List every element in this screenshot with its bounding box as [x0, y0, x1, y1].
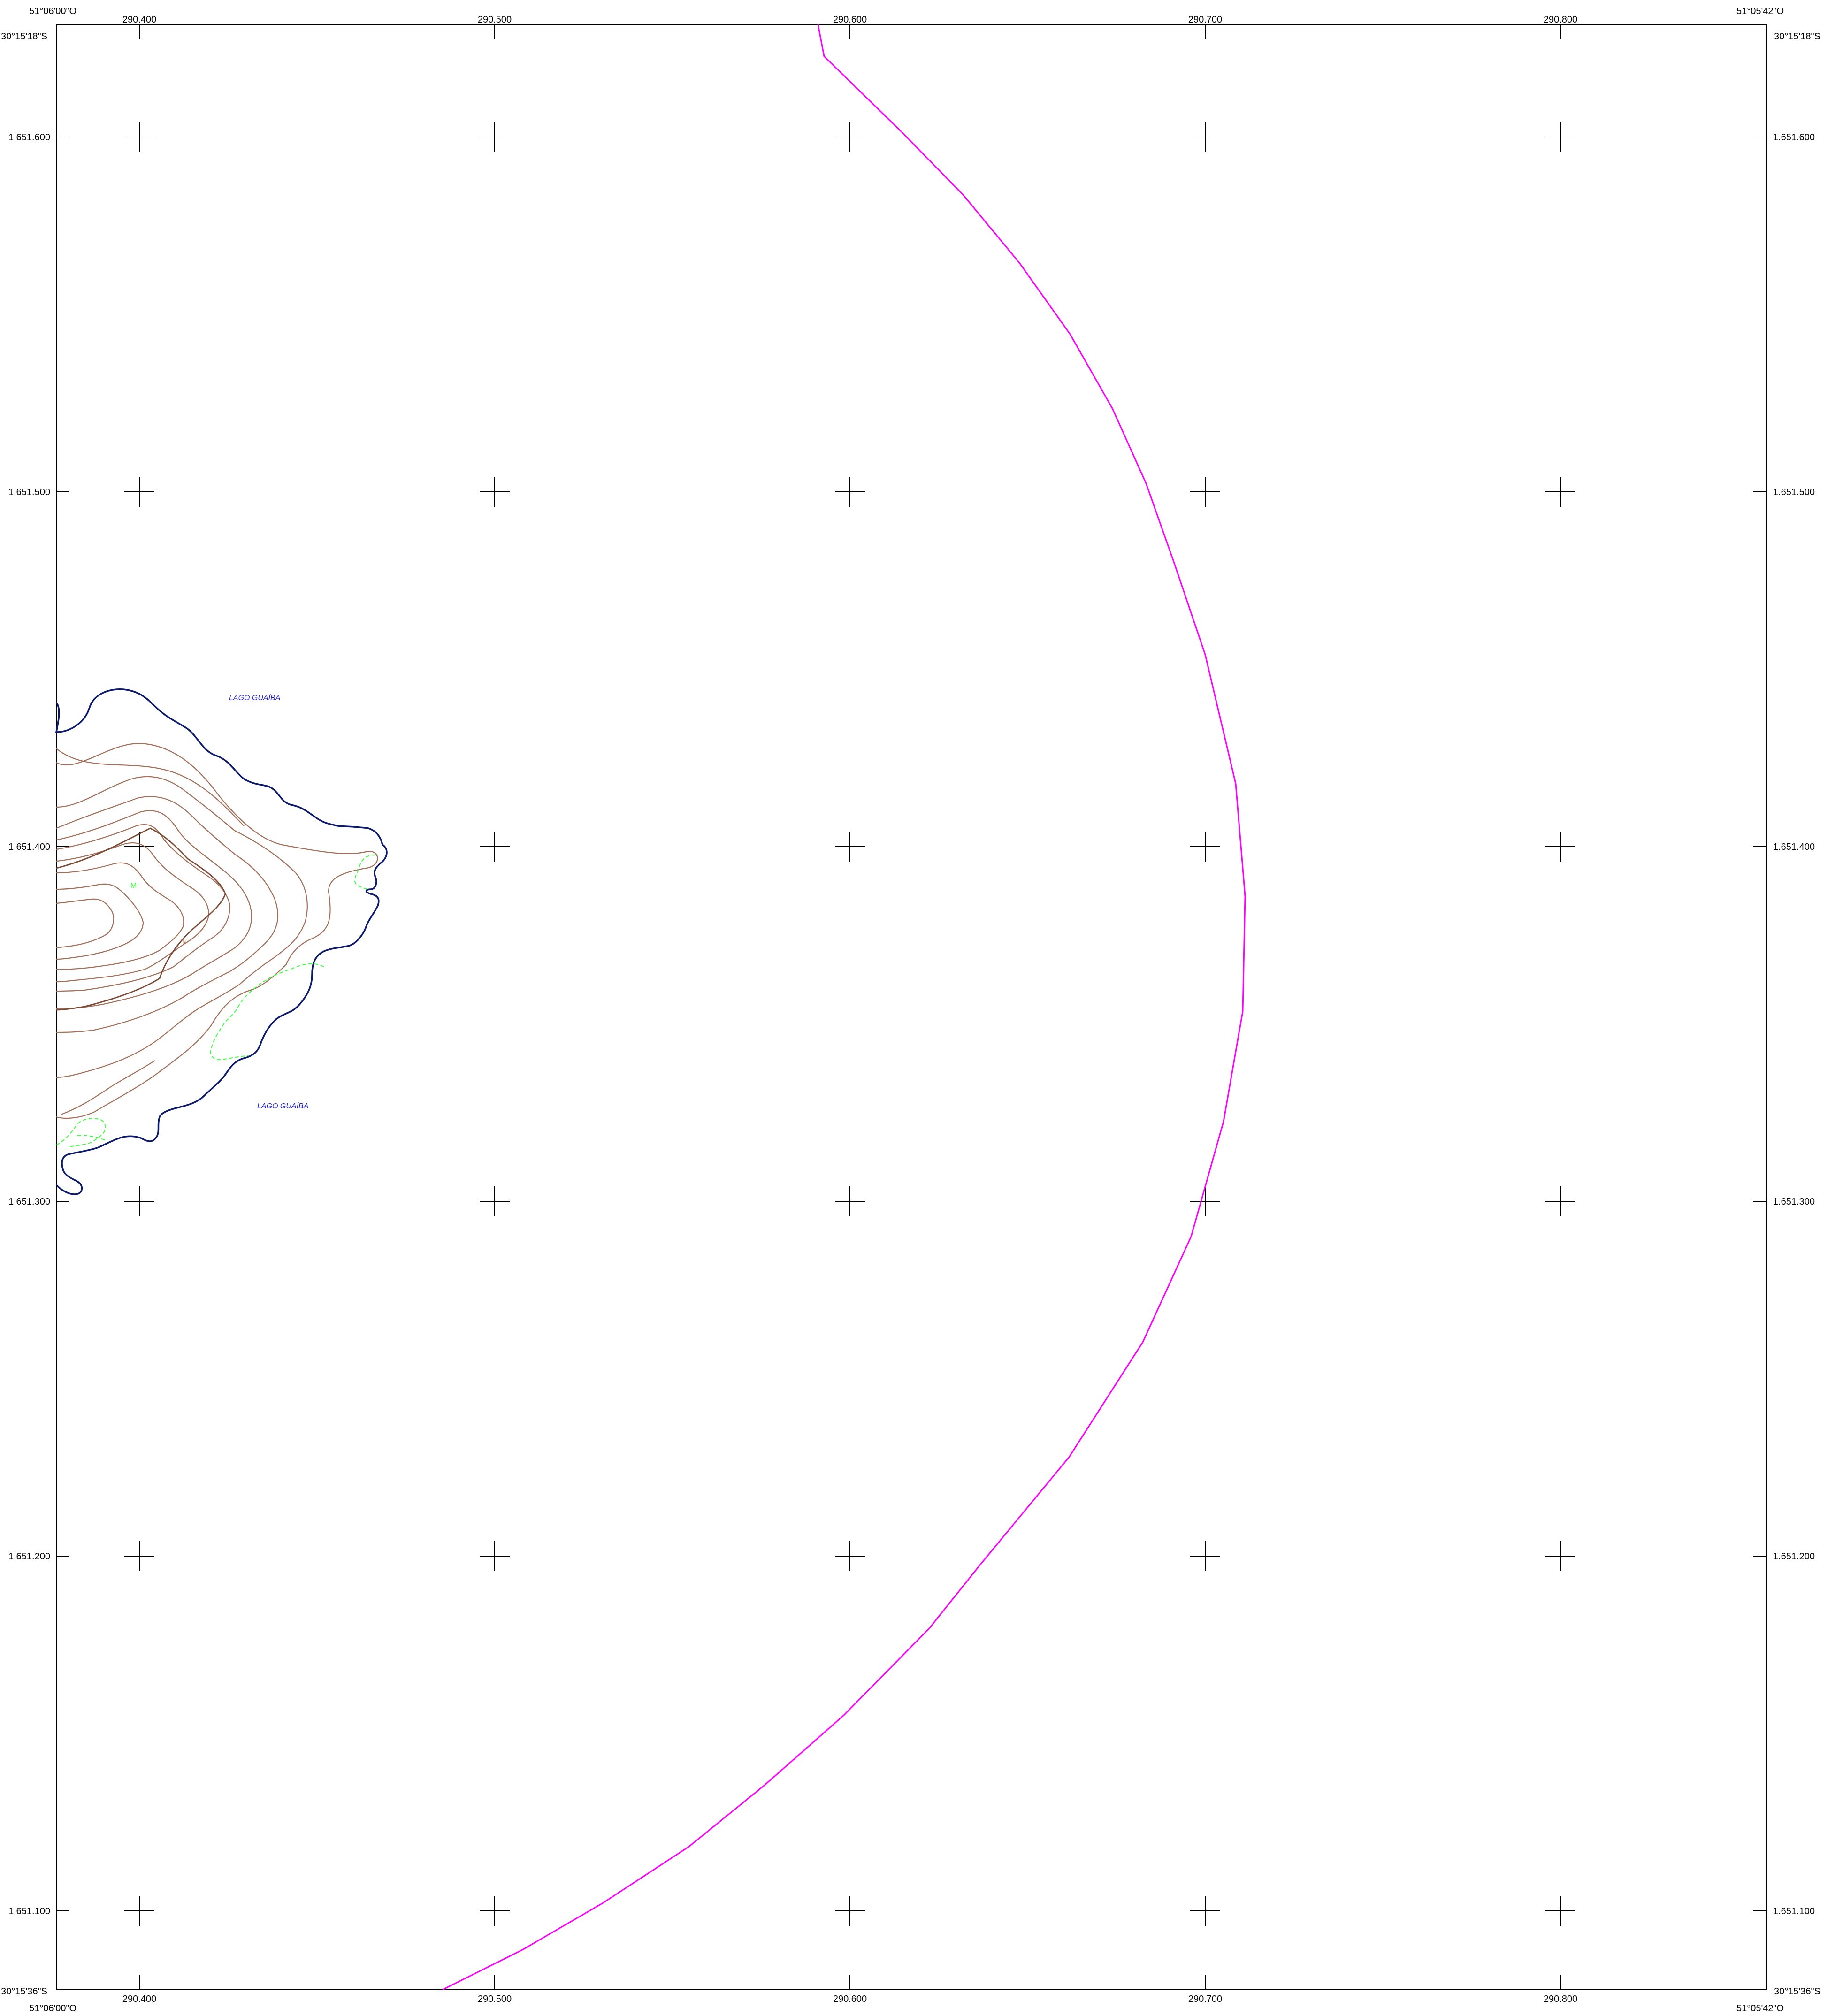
map-frame: [56, 24, 1767, 1990]
corner-bottom-left-longitude: 51°06'00"O: [29, 2003, 76, 2014]
grid-cross: [480, 1541, 510, 1571]
contour-line: [61, 1060, 155, 1115]
grid-cross: [480, 1186, 510, 1216]
grid-cross: [835, 1541, 865, 1571]
easting-label: 290.500: [478, 15, 512, 25]
contour-line: [56, 776, 308, 1078]
contour-mark: N: [182, 938, 187, 946]
grid-cross: [1190, 122, 1220, 152]
grid-cross: [1545, 1541, 1575, 1571]
contour-line: [56, 883, 144, 960]
vegetation-line: [354, 855, 376, 890]
contour-line: [56, 898, 114, 948]
northing-label: 1.651.100: [1773, 1906, 1815, 1917]
corner-bottom-right-latitude: 30°15'36"S: [1774, 1986, 1820, 1997]
grid-cross: [1545, 477, 1575, 507]
contour-line: [56, 796, 279, 1033]
grid-cross: [835, 1896, 865, 1926]
northing-frame-ticks: [56, 137, 1766, 1911]
grid-crosses: [124, 122, 1575, 1926]
easting-label: 290.700: [1188, 1994, 1222, 2004]
grid-cross: [1545, 122, 1575, 152]
vegetation-line: [77, 1135, 106, 1141]
easting-label: 290.600: [833, 15, 867, 25]
easting-frame-ticks: [139, 24, 1561, 1990]
water-label-lago-guaiba: LAGO GUAÍBA: [257, 1101, 308, 1110]
grid-cross: [480, 122, 510, 152]
easting-labels-top: 290.400 290.500 290.600 290.700 290.800: [122, 15, 1577, 25]
northing-label: 1.651.300: [8, 1197, 50, 1207]
contour-line: [56, 827, 226, 1011]
northing-label: 1.651.400: [8, 842, 50, 852]
grid-cross: [480, 832, 510, 862]
northing-labels-left: 1.651.600 1.651.500 1.651.400 1.651.300 …: [8, 132, 50, 1917]
grid-cross: [124, 122, 154, 152]
grid-cross: [480, 477, 510, 507]
grid-cross: [835, 122, 865, 152]
grid-cross: [124, 477, 154, 507]
contour-line: [56, 862, 184, 970]
easting-labels-bottom: 290.400 290.500 290.600 290.700 290.800: [122, 1994, 1577, 2004]
easting-label: 290.700: [1188, 15, 1222, 25]
contour-line: [56, 842, 210, 983]
northing-label: 1.651.200: [8, 1551, 50, 1562]
grid-cross: [1545, 832, 1575, 862]
northing-label: 1.651.600: [8, 132, 50, 143]
easting-label: 290.800: [1544, 15, 1577, 25]
water-label-lago-guaiba: LAGO GUAÍBA: [229, 693, 280, 702]
grid-cross: [1190, 1541, 1220, 1571]
easting-label: 290.800: [1544, 1994, 1577, 2004]
corner-top-left-longitude: 51°06'00"O: [29, 6, 76, 16]
contour-mark: M: [130, 882, 137, 890]
easting-label: 290.400: [122, 1994, 156, 2004]
boundary-arc: [442, 24, 1246, 1991]
contour-lines: [56, 742, 378, 1119]
grid-cross: [1545, 1186, 1575, 1216]
grid-cross: [124, 1186, 154, 1216]
corner-top-right-latitude: 30°15'18"S: [1774, 31, 1820, 42]
contour-line: [56, 742, 378, 1119]
northing-label: 1.651.300: [1773, 1197, 1815, 1207]
contour-line: [56, 824, 231, 992]
vegetation-line: [56, 1118, 106, 1147]
grid-cross: [835, 477, 865, 507]
shoreline: [55, 688, 388, 1195]
corner-top-right-longitude: 51°05'42"O: [1736, 6, 1784, 16]
northing-label: 1.651.400: [1773, 842, 1815, 852]
grid-cross: [480, 1896, 510, 1926]
grid-cross: [124, 1541, 154, 1571]
northing-label: 1.651.500: [1773, 487, 1815, 497]
grid-cross: [835, 1186, 865, 1216]
corner-bottom-left-latitude: 30°15'36"S: [1, 1986, 47, 1997]
grid-cross: [1545, 1896, 1575, 1926]
grid-cross: [124, 1896, 154, 1926]
vegetation-boundaries: [56, 855, 376, 1147]
corner-bottom-right-longitude: 51°05'42"O: [1736, 2003, 1784, 2014]
northing-label: 1.651.100: [8, 1906, 50, 1917]
contour-line: [56, 748, 245, 826]
vegetation-line: [210, 963, 324, 1061]
grid-cross: [124, 832, 154, 862]
grid-cross: [1190, 1896, 1220, 1926]
northing-label: 1.651.500: [8, 487, 50, 497]
northing-label: 1.651.200: [1773, 1551, 1815, 1562]
easting-label: 290.400: [122, 15, 156, 25]
contour-line: [56, 810, 252, 1010]
grid-cross: [835, 832, 865, 862]
grid-cross: [1190, 1186, 1220, 1216]
corner-top-left-latitude: 30°15'18"S: [1, 31, 47, 42]
northing-label: 1.651.600: [1773, 132, 1815, 143]
northing-labels-right: 1.651.600 1.651.500 1.651.400 1.651.300 …: [1773, 132, 1815, 1917]
grid-cross: [1190, 477, 1220, 507]
grid-cross: [1190, 832, 1220, 862]
easting-label: 290.600: [833, 1994, 867, 2004]
easting-label: 290.500: [478, 1994, 512, 2004]
